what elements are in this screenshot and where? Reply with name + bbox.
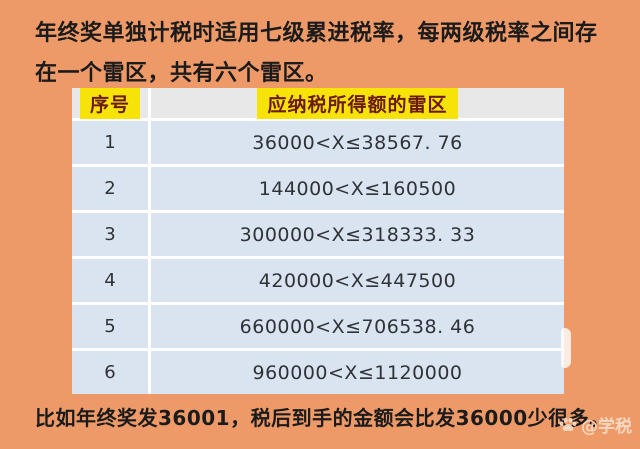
- row-range-cell: 420000<X≤447500: [151, 259, 564, 302]
- row-range-cell: 144000<X≤160500: [151, 167, 564, 210]
- table-row: 1 36000<X≤38567. 76: [72, 121, 564, 164]
- row-range-cell: 300000<X≤318333. 33: [151, 213, 564, 256]
- intro-line-1: 年终奖单独计税时适用七级累进税率，每两级税率之间存: [35, 21, 598, 46]
- table-row: 4 420000<X≤447500: [72, 259, 564, 302]
- header-cell-range: 应纳税所得额的雷区: [151, 87, 564, 119]
- table-row: 2 144000<X≤160500: [72, 167, 564, 210]
- table-row: 3 300000<X≤318333. 33: [72, 213, 564, 256]
- watermark: @学税: [558, 412, 632, 437]
- row-index-cell: 6: [72, 351, 148, 394]
- header-label-index: 序号: [79, 87, 140, 119]
- table-body: 1 36000<X≤38567. 76 2 144000<X≤160500 3 30000…: [72, 121, 564, 394]
- row-range-cell: 660000<X≤706538. 46: [151, 305, 564, 348]
- row-index-cell: 5: [72, 305, 148, 348]
- table-row: 6 960000<X≤1120000: [72, 351, 564, 394]
- paw-icon: [558, 415, 578, 435]
- header-label-range: 应纳税所得额的雷区: [257, 87, 458, 119]
- row-index-cell: 1: [72, 121, 148, 164]
- intro-text: 年终奖单独计税时适用七级累进税率，每两级税率之间存 在一个雷区，共有六个雷区。: [35, 14, 598, 94]
- row-index-cell: 3: [72, 213, 148, 256]
- footer-text: 比如年终奖发36001，税后到手的金额会比发36000少很多。: [35, 406, 610, 430]
- photo-artifact: [561, 328, 571, 368]
- watermark-text: @学税: [581, 417, 632, 437]
- intro-line-2: 在一个雷区，共有六个雷区。: [35, 61, 328, 86]
- table-header-row: 序号 应纳税所得额的雷区: [72, 87, 564, 119]
- row-index-cell: 4: [72, 259, 148, 302]
- header-cell-index: 序号: [72, 87, 148, 119]
- row-range-cell: 36000<X≤38567. 76: [151, 121, 564, 164]
- table-row: 5 660000<X≤706538. 46: [72, 305, 564, 348]
- row-index-cell: 2: [72, 167, 148, 210]
- row-range-cell: 960000<X≤1120000: [151, 351, 564, 394]
- tax-minefield-table: 序号 应纳税所得额的雷区 1 36000<X≤38567. 76 2 144000<X…: [72, 87, 564, 394]
